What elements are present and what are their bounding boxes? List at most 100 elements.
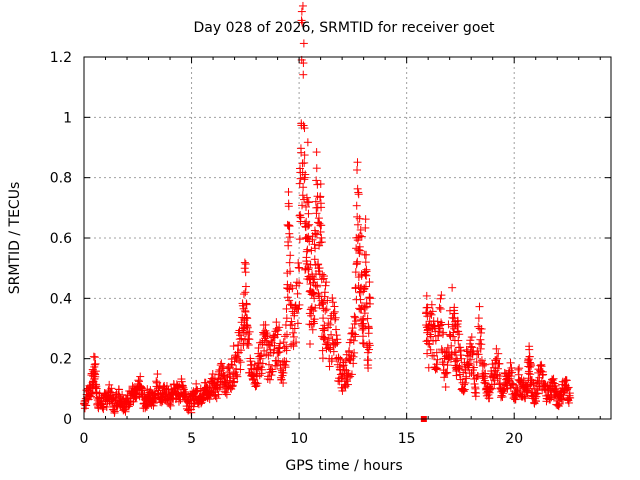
data-point <box>162 382 171 391</box>
data-point <box>312 148 321 157</box>
data-point <box>279 338 288 347</box>
data-point <box>298 191 307 200</box>
data-point <box>179 383 188 392</box>
data-point <box>326 320 335 329</box>
data-point <box>294 258 303 267</box>
data-point <box>285 229 294 238</box>
data-point <box>549 374 558 383</box>
data-point <box>450 309 459 318</box>
data-point <box>253 365 262 374</box>
data-point <box>433 317 442 326</box>
data-point <box>359 332 368 341</box>
data-point <box>318 270 327 279</box>
data-point <box>242 328 251 337</box>
data-point <box>507 363 516 372</box>
data-point <box>90 353 99 362</box>
data-point <box>299 183 308 192</box>
data-point <box>310 319 319 328</box>
data-point <box>331 340 340 349</box>
data-point <box>521 393 530 402</box>
data-point <box>212 394 221 403</box>
data-point <box>425 340 434 349</box>
data-point <box>440 373 449 382</box>
data-point <box>319 314 328 323</box>
data-point <box>423 349 432 358</box>
data-point <box>304 221 313 230</box>
data-point <box>268 367 277 376</box>
data-point <box>276 364 285 373</box>
data-point <box>495 372 504 381</box>
data-point <box>515 364 524 373</box>
data-point <box>105 380 114 389</box>
data-point <box>282 357 291 366</box>
data-point <box>289 342 298 351</box>
data-point <box>298 18 307 27</box>
data-point <box>533 389 542 398</box>
data-point <box>474 350 483 359</box>
data-point <box>237 346 246 355</box>
data-point <box>562 376 571 385</box>
data-point <box>254 344 263 353</box>
data-point <box>492 354 501 363</box>
data-point <box>472 373 481 382</box>
y-axis-label: SRMTID / TECUs <box>7 182 23 295</box>
data-point <box>353 165 362 174</box>
data-point <box>353 184 362 193</box>
data-point <box>451 321 460 330</box>
data-point <box>361 223 370 232</box>
data-point <box>427 310 436 319</box>
data-point <box>257 351 266 360</box>
data-point <box>232 364 241 373</box>
data-point <box>304 209 313 218</box>
data-point <box>285 258 294 267</box>
data-point <box>293 289 302 298</box>
data-point <box>222 377 231 386</box>
data-point <box>362 267 371 276</box>
data-point <box>464 361 473 370</box>
data-point <box>458 386 467 395</box>
data-point <box>235 356 244 365</box>
data-point <box>473 346 482 355</box>
data-point <box>166 401 175 410</box>
data-point <box>282 304 291 313</box>
data-point <box>304 265 313 274</box>
data-point <box>284 221 293 230</box>
data-point <box>285 233 294 242</box>
y-tick-label: 0.2 <box>50 352 72 368</box>
data-point <box>295 179 304 188</box>
data-point <box>299 70 308 79</box>
data-point <box>312 176 321 185</box>
data-point <box>255 352 264 361</box>
data-point <box>454 336 463 345</box>
data-point <box>295 300 304 309</box>
data-point <box>313 180 322 189</box>
data-point <box>307 311 316 320</box>
data-point <box>358 316 367 325</box>
data-point <box>295 264 304 273</box>
data-point <box>115 385 124 394</box>
data-point <box>240 258 249 267</box>
data-point <box>262 350 271 359</box>
data-point <box>456 343 465 352</box>
data-point <box>245 327 254 336</box>
data-point <box>320 335 329 344</box>
data-point <box>107 384 116 393</box>
data-point <box>306 340 315 349</box>
data-point <box>264 372 273 381</box>
data-point <box>261 320 270 329</box>
data-point <box>293 319 302 328</box>
data-point <box>282 314 291 323</box>
data-point <box>214 390 223 399</box>
data-point <box>351 313 360 322</box>
data-point <box>296 213 305 222</box>
data-point <box>293 305 302 314</box>
data-point <box>495 359 504 368</box>
data-point <box>312 164 321 173</box>
data-point <box>445 330 454 339</box>
data-point <box>424 339 433 348</box>
data-point <box>360 284 369 293</box>
data-point <box>334 354 343 363</box>
data-point <box>290 309 299 318</box>
data-point <box>328 298 337 307</box>
data-point <box>444 320 453 329</box>
